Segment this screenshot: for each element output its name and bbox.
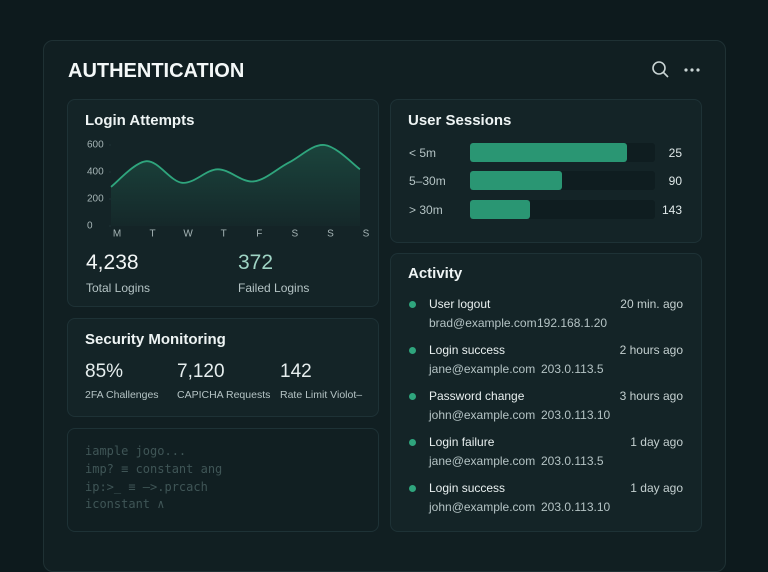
stat-label: CAPICHA Requests — [177, 389, 271, 401]
session-value: 90 — [668, 174, 682, 188]
stat-label: Failed Logins — [238, 281, 310, 295]
x-tick-label: S — [363, 229, 370, 240]
panel-title: Security Monitoring — [85, 331, 226, 348]
x-tick-label: S — [292, 229, 299, 240]
bar — [470, 200, 530, 219]
y-tick-label: 400 — [87, 167, 104, 178]
header-icons — [652, 61, 700, 78]
session-label: < 5m — [409, 146, 437, 160]
event-time: 2 hours ago — [619, 343, 683, 357]
event-name: Password change — [429, 389, 525, 403]
page-title: AUTHENTICATION — [68, 60, 245, 82]
stat-label: 2FA Challenges — [85, 389, 159, 401]
area — [111, 144, 360, 226]
event-name: User logout — [429, 297, 491, 311]
session-value: 25 — [668, 146, 682, 160]
event-email: john@example.com — [429, 500, 536, 514]
event-ip: 203.0.113.5 — [541, 362, 604, 376]
status-dot — [409, 347, 416, 354]
status-dot — [409, 485, 416, 492]
x-tick-label: T — [150, 229, 156, 240]
stat-label: Total Logins — [86, 281, 151, 295]
event-ip: 192.168.1.20 — [537, 316, 608, 330]
event-name: Login success — [429, 343, 506, 357]
x-tick-label: M — [113, 229, 121, 240]
stat-value: 85% — [85, 361, 124, 382]
code-line: iample jogo... — [85, 444, 187, 458]
session-value: 143 — [661, 203, 682, 217]
event-time: 3 hours ago — [619, 389, 683, 403]
page: AUTHENTICATION Login Attempts 0 200 400 600… — [43, 40, 726, 572]
event-email: john@example.com — [429, 408, 536, 422]
y-tick-label: 600 — [87, 140, 104, 151]
line — [110, 144, 361, 188]
event-time: 20 min. ago — [620, 297, 683, 311]
event-email: brad@example.com — [429, 316, 537, 330]
session-label: 5–30m — [409, 174, 446, 188]
stat-value: 372 — [238, 251, 274, 274]
code-line: ip:>_ ≡ –>.prcach — [85, 480, 208, 494]
event-name: Login failure — [429, 435, 495, 449]
bar — [470, 143, 627, 162]
login-chart: 0 200 400 600 M T W T F S S S — [87, 140, 370, 240]
stat-label: Rate Limit Violot– — [280, 389, 363, 401]
event-time: 1 day ago — [630, 435, 683, 449]
event-ip: 203.0.113.5 — [541, 454, 604, 468]
security-panel — [67, 318, 379, 417]
stat-value: 7,120 — [177, 361, 225, 382]
event-email: jane@example.com — [429, 454, 536, 468]
bar — [470, 171, 562, 190]
x-tick-label: W — [183, 229, 193, 240]
code-panel — [67, 428, 379, 532]
x-tick-label: T — [221, 229, 227, 240]
status-dot — [409, 393, 416, 400]
panel-title: User Sessions — [408, 112, 512, 129]
panel-title: Login Attempts — [85, 112, 195, 129]
y-tick-label: 200 — [87, 194, 104, 205]
event-email: jane@example.com — [429, 362, 536, 376]
y-tick-label: 0 — [87, 221, 93, 232]
event-time: 1 day ago — [630, 481, 683, 495]
more-icon[interactable] — [684, 68, 700, 72]
x-tick-label: S — [327, 229, 334, 240]
stat-value: 4,238 — [86, 251, 139, 274]
status-dot — [409, 439, 416, 446]
panel-title: Activity — [408, 265, 463, 282]
code-line: iconstant ∧ — [85, 497, 165, 511]
event-ip: 203.0.113.10 — [541, 408, 611, 422]
stat-value: 142 — [280, 361, 312, 382]
status-dot — [409, 301, 416, 308]
code-line: imp? ≡ constant ang — [85, 462, 223, 476]
event-name: Login success — [429, 481, 506, 495]
activity-panel — [390, 253, 702, 532]
event-ip: 203.0.113.10 — [541, 500, 611, 514]
x-tick-label: F — [256, 229, 262, 240]
search-icon[interactable] — [652, 61, 666, 75]
session-label: > 30m — [409, 203, 443, 217]
